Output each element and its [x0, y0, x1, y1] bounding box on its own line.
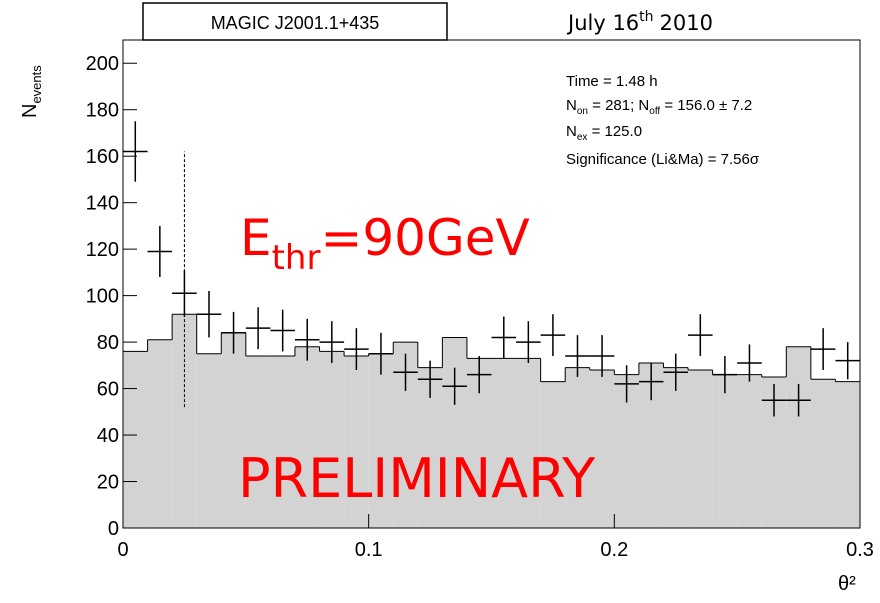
date-main: July 16 [566, 11, 639, 35]
threshold-sub: thr [272, 238, 321, 278]
annotations: Time = 1.48 h Non = 281; Noff = 156.0 ± … [238, 73, 760, 510]
off-bar [737, 374, 762, 528]
stat-significance: Significance (Li&Ma) = 7.56σ [566, 151, 760, 168]
y-tick-label: 100 [86, 286, 119, 308]
off-bar [565, 367, 590, 528]
off-bar [688, 369, 713, 528]
off-bar [196, 353, 222, 528]
stat-sub: on [577, 106, 588, 117]
date: July 16th 2010 [566, 9, 713, 35]
stat-part: = 281; N [588, 97, 649, 114]
off-bar [589, 369, 615, 528]
threshold-main: E [240, 209, 272, 267]
off-bar [319, 351, 345, 528]
x-tick-label: 0.2 [600, 539, 628, 561]
off-bar [491, 358, 517, 528]
source-box [142, 2, 448, 41]
off-bar [270, 356, 295, 528]
y-tick-label: 140 [86, 193, 119, 215]
off-bar [835, 381, 860, 528]
stat-part: N [566, 97, 577, 114]
y-tick-label: 180 [86, 100, 119, 122]
x-tick-label: 0.1 [355, 539, 383, 561]
stat-sub: off [649, 106, 660, 117]
date-year: 2010 [660, 11, 713, 35]
off-bar [663, 367, 689, 528]
off-bar [516, 358, 541, 528]
x-tick-label: 0 [117, 539, 128, 561]
x-axis-label: θ² [838, 573, 856, 595]
off-bar [123, 351, 148, 528]
stat-time: Time = 1.48 h [566, 73, 658, 90]
off-bar [221, 332, 246, 528]
stat-sub: ex [577, 132, 588, 143]
y-tick-label: 0 [108, 518, 119, 540]
y-tick-label: 20 [97, 472, 119, 494]
y-tick-label: 120 [86, 239, 119, 261]
off-bar [294, 346, 320, 528]
stat-excess: Nex = 125.0 [566, 123, 642, 143]
off-bar [344, 356, 369, 528]
off-bar [245, 356, 271, 528]
y-tick-label: 200 [86, 53, 119, 75]
y-axis-label: Nevents [19, 65, 44, 118]
y-tick-label: 160 [86, 146, 119, 168]
y-tick-label: 80 [97, 332, 119, 354]
off-bar [368, 353, 394, 528]
plot-frame [122, 39, 861, 529]
y-tick-label: 40 [97, 425, 119, 447]
watermark: PRELIMINARY [238, 447, 596, 510]
y-label-sub: events [29, 65, 44, 104]
x-tick-label: 0.3 [846, 539, 874, 561]
stat-counts: Non = 281; Noff = 156.0 ± 7.2 [566, 97, 752, 117]
stat-part: = 156.0 ± 7.2 [660, 97, 752, 114]
off-bar [712, 374, 738, 528]
off-bar [810, 379, 836, 528]
stat-part: = 125.0 [587, 123, 642, 140]
y-label-main: N [19, 104, 41, 118]
threshold-rest: =90GeV [320, 209, 529, 267]
date-sup: th [639, 9, 653, 25]
y-tick-label: 60 [97, 379, 119, 401]
threshold-label: Ethr=90GeV [240, 209, 530, 278]
off-bar [540, 381, 566, 528]
source-label: MAGIC J2001.1+435 [211, 13, 380, 33]
stat-part: N [566, 123, 577, 140]
off-bar [147, 339, 173, 528]
off-bar [786, 346, 811, 528]
plot-area: 0 20 40 60 80 100 120 140 160 180 200 0 0.1 0.2 0.3 [86, 39, 874, 561]
